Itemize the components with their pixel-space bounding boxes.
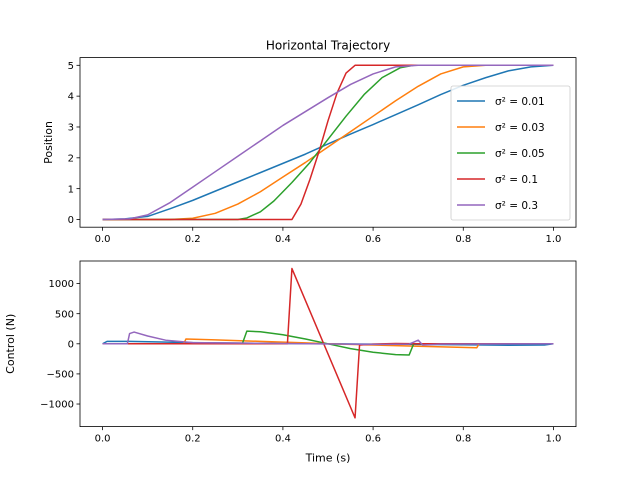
bottom-y-tick-label: −1000	[40, 400, 74, 411]
bottom-x-tick-label: 0.6	[365, 434, 381, 445]
top-y-tick-label: 2	[68, 153, 74, 164]
top-series-line-4	[102, 64, 554, 221]
bottom-y-axis-label: Control (N)	[4, 314, 17, 374]
bottom-series-line-2	[102, 330, 554, 356]
bottom-y-tick-label: 500	[55, 309, 74, 320]
bottom-y-tick-label: 1000	[49, 279, 74, 290]
bottom-series-group	[102, 267, 554, 419]
top-y-tick-label: 5	[68, 61, 74, 72]
top-y-axis-label: Position	[42, 121, 55, 164]
legend-entry-0: σ² = 0.01	[495, 96, 545, 108]
top-y-tick-label: 1	[68, 184, 74, 195]
bottom-x-tick-label: 0.2	[185, 434, 201, 445]
legend-entry-3: σ² = 0.1	[495, 174, 538, 186]
top-series-line-0	[102, 64, 554, 221]
bottom-x-tick-label: 0.8	[455, 434, 471, 445]
bottom-x-axis-label: Time (s)	[305, 452, 351, 465]
bottom-series-line-4	[102, 331, 554, 346]
top-x-tick-label: 0.0	[95, 234, 111, 245]
top-x-tick-label: 0.8	[455, 234, 471, 245]
bottom-y-tick-label: 0	[68, 339, 74, 350]
bottom-x-tick-label: 0.4	[275, 434, 291, 445]
bottom-chart-control: 0.0 0.2 0.4 0.6 0.8 1.0 −1000 −500 0 500 1000 Contr…	[4, 260, 577, 465]
legend-entry-4: σ² = 0.3	[495, 200, 538, 212]
top-x-tick-label: 0.6	[365, 234, 381, 245]
bottom-x-tick-label: 1.0	[546, 434, 562, 445]
top-y-tick-label: 4	[68, 92, 74, 103]
top-series-line-1	[102, 64, 554, 221]
legend-box	[450, 85, 571, 221]
top-y-tick-label: 0	[68, 215, 74, 226]
top-series-group	[102, 64, 554, 221]
legend: σ² = 0.01 σ² = 0.03 σ² = 0.05 σ² = 0.1 σ² = …	[450, 85, 571, 221]
top-x-tick-label: 0.4	[275, 234, 291, 245]
legend-entry-1: σ² = 0.03	[495, 122, 545, 134]
top-chart-position: 0.0 0.2 0.4 0.6 0.8 1.0 0 1 2 3 4 5 Horizontal Traje…	[42, 39, 577, 245]
bottom-x-tick-label: 0.0	[95, 434, 111, 445]
top-y-tick-label: 3	[68, 123, 74, 134]
top-x-tick-label: 1.0	[546, 234, 562, 245]
top-series-line-3	[102, 64, 554, 221]
top-x-tick-label: 0.2	[185, 234, 201, 245]
top-chart-title: Horizontal Trajectory	[266, 39, 390, 53]
bottom-y-tick-label: −500	[47, 370, 74, 381]
top-axes-frame	[79, 57, 577, 228]
legend-entry-2: σ² = 0.05	[495, 148, 545, 160]
